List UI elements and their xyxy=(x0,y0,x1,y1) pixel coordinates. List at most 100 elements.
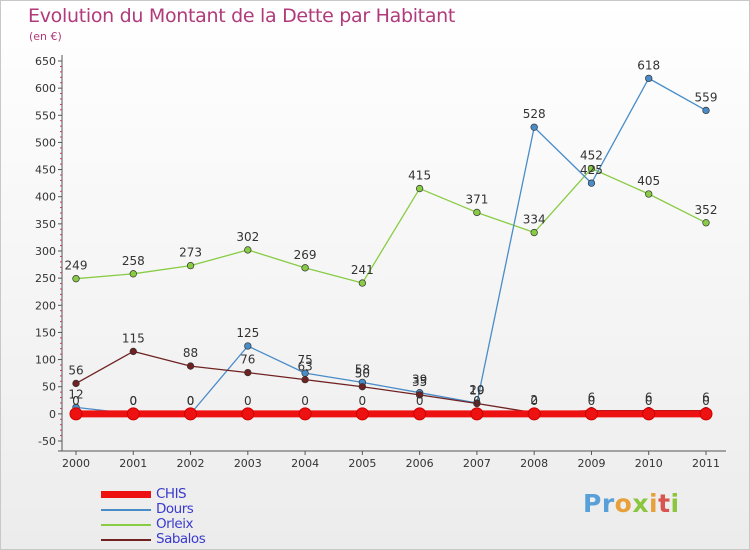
data-label-chis: 0 xyxy=(416,394,424,408)
data-label-orleix: 371 xyxy=(465,192,488,206)
x-tick-label: 2007 xyxy=(463,457,491,470)
data-point-orleix xyxy=(358,279,367,287)
legend-item-dours: Dours xyxy=(101,501,301,517)
y-tick-label: 650 xyxy=(35,55,56,68)
data-label-orleix: 334 xyxy=(523,213,546,227)
x-tick-label: 2003 xyxy=(234,457,262,470)
legend-item-orleix: Orleix xyxy=(101,516,301,532)
data-point-chis xyxy=(642,407,656,421)
data-label-sabalos: 6 xyxy=(702,391,710,405)
data-label-orleix: 269 xyxy=(294,248,317,262)
data-point-chis xyxy=(298,407,312,421)
data-label-chis: 0 xyxy=(129,394,137,408)
x-tick-label: 2002 xyxy=(177,457,205,470)
data-point-chis xyxy=(69,407,83,421)
data-label-dours: 39 xyxy=(412,373,427,387)
data-label-sabalos: 6 xyxy=(645,391,653,405)
data-label-sabalos: 35 xyxy=(412,375,427,389)
data-label-chis: 0 xyxy=(301,394,309,408)
legend-swatch-dours xyxy=(101,509,151,511)
legend-item-sabalos: Sabalos xyxy=(101,531,301,547)
legend-swatch-orleix xyxy=(101,524,151,526)
data-point-sabalos xyxy=(72,379,80,388)
data-label-chis: 0 xyxy=(187,394,195,408)
proxiti-logo: Proxiti xyxy=(583,489,680,518)
x-tick-label: 2005 xyxy=(348,457,376,470)
data-point-dours xyxy=(244,342,252,350)
data-label-dours: 0 xyxy=(187,394,195,408)
data-point-chis xyxy=(126,407,140,421)
data-label-dours: 559 xyxy=(695,90,718,104)
data-label-chis: 0 xyxy=(244,394,252,408)
y-tick-label: 550 xyxy=(35,109,56,122)
legend-label-dours: Dours xyxy=(156,501,194,517)
data-label-orleix: 302 xyxy=(236,230,259,244)
legend-swatch-chis xyxy=(101,491,151,498)
data-point-orleix xyxy=(301,264,309,272)
legend: CHIS Dours Orleix Sabalos xyxy=(101,486,301,547)
data-point-orleix xyxy=(415,184,424,193)
data-label-sabalos: 88 xyxy=(183,346,198,360)
data-label-sabalos: 6 xyxy=(588,391,596,405)
x-tick-label: 2011 xyxy=(692,457,720,470)
data-label-sabalos: 56 xyxy=(68,363,83,377)
data-point-orleix xyxy=(530,228,538,237)
legend-label-sabalos: Sabalos xyxy=(156,531,206,547)
data-point-chis xyxy=(241,407,255,421)
data-label-orleix: 415 xyxy=(408,169,431,183)
y-tick-label: 250 xyxy=(35,272,56,285)
y-tick-label: 200 xyxy=(35,299,56,312)
x-tick-label: 2001 xyxy=(119,457,147,470)
data-label-chis: 0 xyxy=(645,394,653,408)
x-tick-label: 2009 xyxy=(577,457,605,470)
x-tick-label: 2010 xyxy=(635,457,663,470)
data-point-orleix xyxy=(702,219,710,227)
y-tick-label: 300 xyxy=(35,245,56,258)
data-point-sabalos xyxy=(473,399,481,408)
x-tick-label: 2000 xyxy=(62,457,90,470)
y-tick-label: 400 xyxy=(35,191,56,204)
data-label-chis: 0 xyxy=(530,394,538,408)
data-point-chis xyxy=(584,407,598,421)
data-label-chis: 0 xyxy=(588,394,596,408)
data-label-dours: 528 xyxy=(523,107,546,121)
y-tick-label: 600 xyxy=(35,82,56,95)
data-point-orleix xyxy=(645,190,653,198)
data-label-chis: 0 xyxy=(72,394,80,408)
data-label-sabalos: 76 xyxy=(240,353,255,367)
data-point-orleix xyxy=(186,262,195,270)
legend-item-chis: CHIS xyxy=(101,486,301,502)
legend-label-chis: CHIS xyxy=(156,486,187,502)
data-point-dours xyxy=(587,179,596,187)
data-label-sabalos: 63 xyxy=(297,360,312,374)
data-point-sabalos xyxy=(358,383,367,391)
data-point-orleix xyxy=(244,246,252,254)
data-point-dours xyxy=(702,106,710,115)
x-tick-label: 2006 xyxy=(406,457,434,470)
data-label-orleix: 241 xyxy=(351,263,374,277)
data-label-sabalos: 115 xyxy=(122,331,145,345)
data-point-dours xyxy=(645,74,653,83)
chart-title: Evolution du Montant de la Dette par Hab… xyxy=(28,5,456,27)
data-label-dours: 12 xyxy=(68,387,83,401)
data-point-sabalos xyxy=(129,347,137,356)
x-tick-label: 2004 xyxy=(291,457,319,470)
y-tick-label: 0 xyxy=(49,408,56,421)
data-point-chis xyxy=(413,407,427,421)
data-label-chis: 0 xyxy=(702,394,710,408)
chart-unit-label: (en €) xyxy=(29,30,62,43)
y-tick-label: 100 xyxy=(35,354,56,367)
data-point-dours xyxy=(530,123,538,131)
legend-swatch-sabalos xyxy=(101,539,151,541)
data-label-dours: 125 xyxy=(236,326,259,340)
legend-label-orleix: Orleix xyxy=(156,516,193,532)
y-tick-label: 450 xyxy=(35,164,56,177)
data-point-chis xyxy=(527,407,541,421)
series-line-dours xyxy=(75,77,707,415)
data-label-chis: 0 xyxy=(473,394,481,408)
data-point-sabalos xyxy=(244,368,252,377)
data-label-orleix: 452 xyxy=(580,148,603,162)
x-tick-label: 2008 xyxy=(520,457,548,470)
data-point-sabalos xyxy=(415,391,424,399)
